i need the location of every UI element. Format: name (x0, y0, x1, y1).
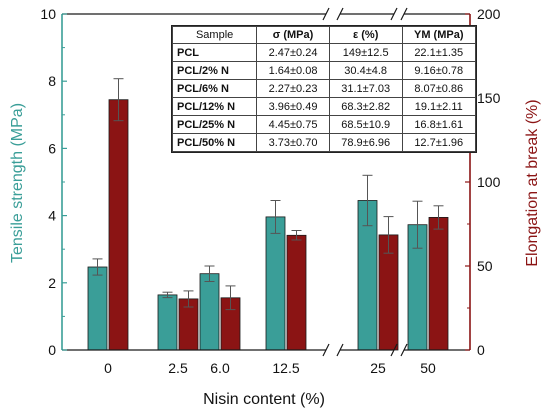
left-tick-label: 10 (40, 6, 56, 22)
table-cell: 1.64±0.08 (256, 61, 330, 80)
table-cell: 3.73±0.70 (256, 133, 330, 152)
right-tick-label: 100 (477, 174, 501, 190)
axis-break-mark (336, 7, 344, 21)
table-row: PCL/6% N 2.27±0.23 31.1±7.03 8.07±0.86 (171, 79, 476, 98)
left-tick-label: 6 (48, 140, 56, 156)
table-row: PCL/25% N 4.45±0.75 68.5±10.9 16.8±1.61 (171, 115, 476, 134)
right-tick-label: 200 (477, 6, 501, 22)
table-cell: 8.07±0.86 (401, 79, 476, 98)
properties-table: Sample σ (MPa) ε (%) YM (MPa) PCL 2.47±0… (171, 25, 477, 153)
table-row: PCL/2% N 1.64±0.08 30.4±4.8 9.16±0.78 (171, 61, 476, 80)
table-row: PCL/12% N 3.96±0.49 68.3±2.82 19.1±2.11 (171, 97, 476, 116)
x-axis-title: Nisin content (%) (203, 391, 325, 408)
right-tick-label: 50 (477, 258, 493, 274)
table-cell: PCL/25% N (171, 115, 258, 134)
table-cell: 78.9±6.96 (328, 133, 403, 152)
table-cell: 22.1±1.35 (401, 43, 476, 62)
table-cell: 3.96±0.49 (256, 97, 330, 116)
table-cell: 31.1±7.03 (328, 79, 403, 98)
table-cell: PCL/12% N (171, 97, 258, 116)
bar (265, 216, 286, 351)
x-tick-label: 2.5 (168, 360, 188, 376)
table-cell: 19.1±2.11 (401, 97, 476, 116)
left-axis-title: Tensile strength (MPa) (9, 103, 26, 263)
right-axis-title: Elongation at break (%) (524, 99, 541, 266)
table-row: PCL/50% N 3.73±0.70 78.9±6.96 12.7±1.96 (171, 133, 476, 152)
x-tick-label: 25 (370, 360, 386, 376)
left-tick-label: 8 (48, 73, 56, 89)
axis-break-mark (390, 343, 398, 357)
left-tick-label: 0 (48, 342, 56, 358)
axis-break-mark (322, 343, 330, 357)
table-cell: 4.45±0.75 (256, 115, 330, 134)
axis-break-mark (322, 7, 330, 21)
bar (108, 99, 129, 351)
bar (199, 273, 220, 351)
bar (157, 294, 178, 351)
header-sample: Sample (171, 26, 258, 44)
bar (87, 266, 108, 351)
table-cell: 16.8±1.61 (401, 115, 476, 134)
table-cell: PCL/2% N (171, 61, 258, 80)
table-cell: 68.3±2.82 (328, 97, 403, 116)
axis-break-mark (400, 7, 408, 21)
x-tick-label: 0 (104, 360, 112, 376)
axis-break-mark (336, 343, 344, 357)
table-cell: 2.47±0.24 (256, 43, 330, 62)
left-tick-label: 4 (48, 208, 56, 224)
properties-table-grid: Sample σ (MPa) ε (%) YM (MPa) PCL 2.47±0… (171, 26, 476, 152)
table-cell: 149±12.5 (328, 43, 403, 62)
bar (428, 216, 449, 351)
bar (286, 234, 307, 351)
header-epsilon: ε (%) (328, 26, 403, 44)
x-tick-label: 6.0 (210, 360, 230, 376)
header-sigma: σ (MPa) (256, 26, 330, 44)
x-tick-label: 50 (420, 360, 436, 376)
x-tick-label: 12.5 (272, 360, 299, 376)
table-cell: 68.5±10.9 (328, 115, 403, 134)
table-cell: PCL/50% N (171, 133, 258, 152)
table-row: PCL 2.47±0.24 149±12.5 22.1±1.35 (171, 43, 476, 62)
table-header-row: Sample σ (MPa) ε (%) YM (MPa) (171, 26, 476, 44)
right-tick-label: 150 (477, 90, 501, 106)
left-tick-label: 2 (48, 275, 56, 291)
table-cell: PCL/6% N (171, 79, 258, 98)
table-cell: PCL (171, 43, 258, 62)
axis-break-mark (400, 343, 408, 357)
table-cell: 30.4±4.8 (328, 61, 403, 80)
table-cell: 12.7±1.96 (401, 133, 476, 152)
header-ym: YM (MPa) (401, 26, 476, 44)
right-tick-label: 0 (477, 342, 485, 358)
table-cell: 9.16±0.78 (401, 61, 476, 80)
table-cell: 2.27±0.23 (256, 79, 330, 98)
axis-break-mark (390, 7, 398, 21)
